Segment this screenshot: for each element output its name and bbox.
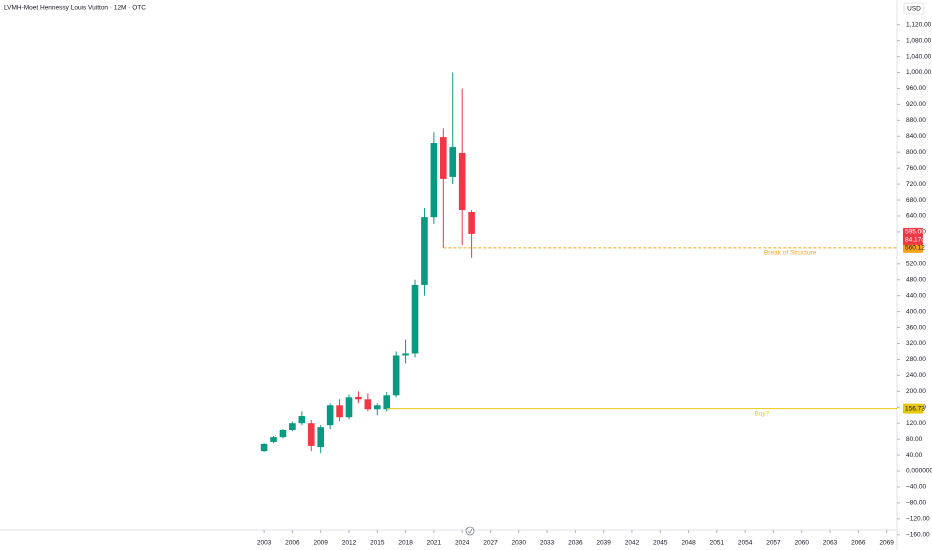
y-tick-label: 0.000000 — [906, 468, 932, 475]
y-tick-label: 360.00 — [906, 324, 926, 331]
x-tick-label: 2015 — [370, 540, 385, 547]
candle-body — [449, 147, 457, 177]
y-tick-label: 960.00 — [906, 85, 926, 92]
y-tick-label: 1,000.00 — [906, 69, 932, 76]
annotation-label: Buy? — [754, 410, 769, 417]
price-tag-label: 156.73 — [905, 405, 925, 412]
x-tick-label: 2009 — [313, 540, 328, 547]
candle-body — [345, 397, 353, 418]
y-tick-label: 320.00 — [906, 340, 926, 347]
x-tick-label: 2030 — [512, 540, 527, 547]
y-tick-label: 120.00 — [906, 420, 926, 427]
countdown: 84.17d — [905, 237, 925, 244]
last-price-label: 595.00 — [905, 229, 925, 236]
last-price-tag — [903, 227, 923, 245]
annotation-label: Break of Structure — [764, 250, 817, 257]
candle-body — [326, 405, 334, 426]
y-tick-label: 920.00 — [906, 101, 926, 108]
x-tick-label: 2021 — [427, 540, 442, 547]
candle-body — [279, 429, 287, 438]
x-tick-label: 2024 — [455, 540, 470, 547]
y-tick-label: 200.00 — [906, 388, 926, 395]
candle-body — [336, 405, 343, 418]
candle-body — [260, 443, 268, 452]
candle-body — [411, 284, 419, 354]
y-tick-label: −40.00 — [906, 484, 926, 491]
x-tick-label: 2045 — [653, 540, 668, 547]
x-tick-label: 2036 — [568, 540, 583, 547]
x-tick-label: 2003 — [257, 540, 272, 547]
y-tick-label: 520.00 — [906, 261, 926, 268]
x-tick-label: 2012 — [342, 540, 357, 547]
candle-body — [270, 437, 277, 442]
candle-body — [383, 395, 391, 410]
y-tick-label: 880.00 — [906, 117, 926, 124]
candle-body — [458, 153, 466, 211]
scroll-icon[interactable] — [465, 526, 475, 536]
x-tick-label: 2057 — [766, 540, 781, 547]
y-tick-label: 1,040.00 — [906, 53, 932, 60]
candle-body — [421, 217, 428, 285]
y-tick-label: 240.00 — [906, 372, 926, 379]
candle-body — [307, 423, 315, 446]
x-tick-label: 2006 — [285, 540, 300, 547]
y-tick-label: 480.00 — [906, 276, 926, 283]
candle-body — [355, 396, 362, 400]
price-tag-label: 560.12 — [905, 245, 925, 252]
y-tick-label: −80.00 — [906, 500, 926, 507]
y-tick-label: 720.00 — [906, 181, 926, 188]
y-tick-label: 760.00 — [906, 165, 926, 172]
candle-body — [468, 212, 475, 234]
x-tick-label: 2063 — [823, 540, 838, 547]
x-tick-label: 2054 — [738, 540, 753, 547]
y-tick-label: −120.00 — [906, 516, 930, 523]
x-tick-label: 2051 — [710, 540, 725, 547]
x-tick-label: 2018 — [398, 540, 413, 547]
icon — [465, 526, 475, 536]
candle-body — [392, 355, 400, 396]
x-tick-label: 2048 — [681, 540, 696, 547]
x-tick-label: 2042 — [625, 540, 640, 547]
x-tick-label: 2027 — [483, 540, 498, 547]
y-tick-label: 400.00 — [906, 308, 926, 315]
candle-body — [402, 353, 409, 356]
candle-body — [373, 405, 381, 410]
y-tick-label: 800.00 — [906, 149, 926, 156]
y-tick-label: −160.00 — [906, 532, 930, 539]
y-tick-label: 1,080.00 — [906, 37, 932, 44]
x-tick-label: 2060 — [795, 540, 810, 547]
candle-body — [298, 416, 306, 424]
chart-title: LVMH-Moet Hennessy Louis Vuitton · 12M ·… — [4, 5, 146, 12]
currency: USD — [907, 6, 921, 13]
candle-body — [364, 399, 372, 410]
y-tick-label: 640.00 — [906, 213, 926, 220]
y-tick-label: 80.00 — [906, 436, 923, 443]
candle-body — [289, 423, 296, 430]
x-tick-label: 2066 — [851, 540, 866, 547]
x-tick-label: 2039 — [596, 540, 611, 547]
price-tag — [903, 242, 923, 253]
y-tick-label: 280.00 — [906, 356, 926, 363]
x-tick-label: 2069 — [879, 540, 894, 547]
icon — [467, 528, 473, 534]
candle-body — [430, 143, 438, 218]
candle-body — [317, 427, 324, 448]
x-tick-label: 2033 — [540, 540, 555, 547]
y-tick-label: 680.00 — [906, 197, 926, 204]
y-tick-label: 1,120.00 — [906, 21, 932, 28]
y-tick-label: 40.00 — [906, 452, 923, 459]
price-tag — [903, 403, 923, 414]
currency-box[interactable] — [903, 2, 925, 15]
candle-body — [440, 137, 447, 179]
y-tick-label: 440.00 — [906, 292, 926, 299]
y-tick-label: 840.00 — [906, 133, 926, 140]
